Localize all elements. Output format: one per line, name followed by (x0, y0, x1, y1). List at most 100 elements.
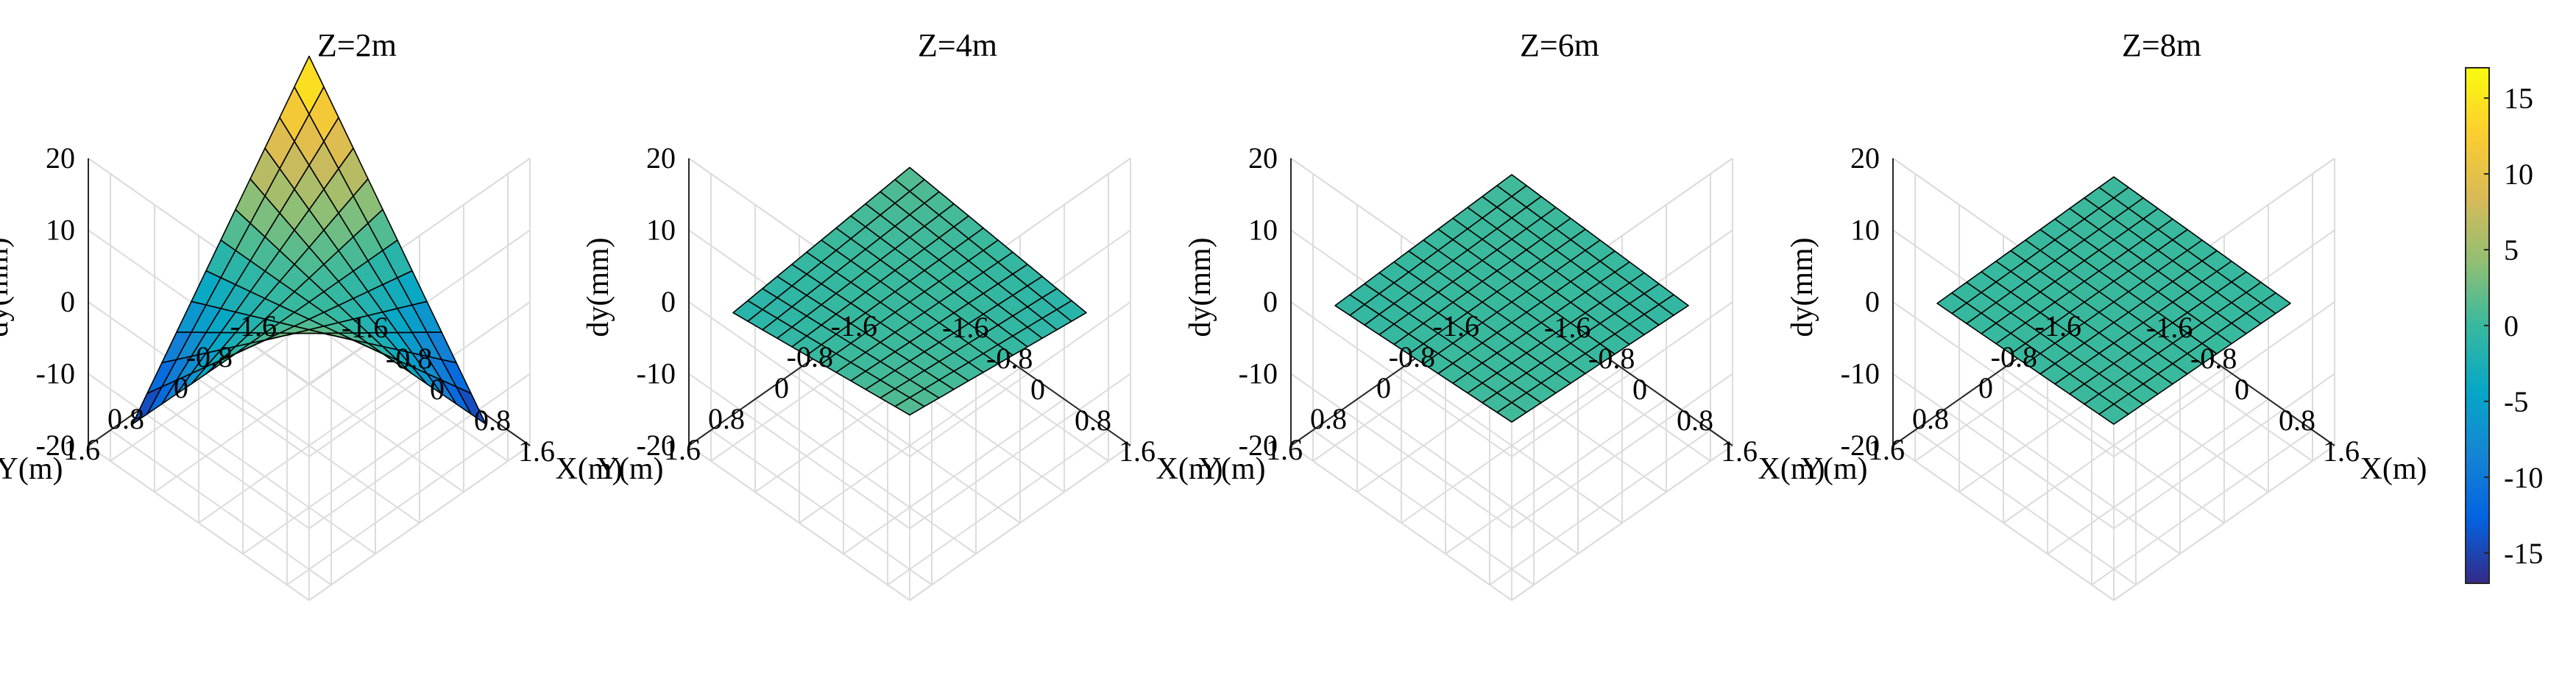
y-tick-label: 0.8 (1912, 402, 1949, 435)
x-tick-label: 0 (1030, 373, 1045, 406)
z-axis-label: dy(mm) (1183, 237, 1217, 337)
y-tick-label: -0.8 (787, 340, 833, 373)
x-tick-label: 1.6 (1721, 435, 1758, 468)
y-tick-label: -0.8 (1991, 340, 2037, 373)
tick-labels: -20-1001020-1.6-0.800.81.6-1.6-0.800.81.… (36, 141, 555, 468)
y-tick-label: -0.8 (1389, 340, 1435, 373)
z-axis-label: dy(mm) (581, 237, 615, 337)
z-axis-label: dy(mm) (0, 237, 15, 337)
y-tick-label: 0 (174, 371, 188, 404)
y-axis-label: Y(m) (0, 452, 63, 486)
tick-labels: -20-1001020-1.6-0.800.81.6-1.6-0.800.81.… (1239, 141, 1758, 468)
z-tick-label: 20 (646, 141, 676, 175)
x-tick-label: -1.6 (342, 311, 388, 344)
subplot-3: -20-1001020-1.6-0.800.81.6-1.6-0.800.81.… (1183, 27, 1825, 601)
subplot-panels: -20-1001020-1.6-0.800.81.6-1.6-0.800.81.… (0, 27, 2427, 601)
subplot-2: -20-1001020-1.6-0.800.81.6-1.6-0.800.81.… (581, 27, 1223, 601)
x-tick-label: 0.8 (474, 404, 511, 437)
subplot-1: -20-1001020-1.6-0.800.81.6-1.6-0.800.81.… (0, 27, 623, 601)
x-tick-label: 1.6 (518, 435, 555, 468)
colorbar-tick-label: 15 (2504, 82, 2533, 115)
chart-title: Z=2m (317, 27, 397, 63)
x-tick-label: -1.6 (2146, 311, 2193, 344)
x-tick-label: 0.8 (1677, 404, 1713, 437)
x-axis-label: X(m) (2360, 452, 2427, 486)
z-tick-label: 20 (1248, 141, 1278, 175)
colorbar-tick-label: -15 (2504, 537, 2543, 570)
z-tick-label: -10 (1239, 357, 1278, 390)
surface (132, 55, 486, 425)
z-tick-label: 0 (1263, 285, 1278, 318)
z-tick-label: 10 (646, 214, 676, 247)
z-tick-label: 10 (1248, 214, 1278, 247)
surface (732, 166, 1087, 416)
x-tick-label: -1.6 (1544, 311, 1590, 344)
surface-patch (894, 166, 925, 192)
z-tick-label: -10 (637, 357, 676, 390)
z-tick-label: 20 (46, 141, 75, 175)
surface (1936, 176, 2291, 425)
y-tick-label: 0.8 (708, 402, 745, 435)
x-tick-label: 1.6 (1119, 435, 1156, 468)
y-tick-label: 1.6 (63, 433, 100, 466)
y-tick-label: -1.6 (831, 309, 877, 342)
x-tick-label: 0 (430, 373, 445, 406)
z-tick-label: 10 (46, 214, 75, 247)
y-tick-label: 0 (1376, 371, 1391, 404)
chart-title: Z=8m (2122, 27, 2201, 63)
y-tick-label: 1.6 (664, 433, 701, 466)
y-tick-label: 0 (774, 371, 789, 404)
z-tick-label: -20 (637, 429, 676, 462)
x-tick-label: -0.8 (986, 342, 1033, 375)
y-tick-label: 0.8 (107, 402, 144, 435)
y-tick-label: -1.6 (2035, 309, 2081, 342)
subplot-4: -20-1001020-1.6-0.800.81.6-1.6-0.800.81.… (1786, 27, 2427, 601)
x-tick-label: 0 (1632, 373, 1647, 406)
z-tick-label: 20 (1850, 141, 1880, 175)
y-tick-label: -0.8 (186, 340, 233, 373)
y-tick-label: 0 (1978, 371, 1993, 404)
x-tick-label: -0.8 (1588, 342, 1635, 375)
x-tick-label: 0.8 (1075, 404, 1111, 437)
colorbar-tick-label: -5 (2504, 385, 2528, 418)
z-tick-label: 0 (1865, 285, 1880, 318)
colorbar-tick-label: 0 (2504, 309, 2519, 342)
x-tick-label: -0.8 (2190, 342, 2237, 375)
colorbar-tick-label: 5 (2504, 233, 2519, 267)
z-tick-label: -20 (36, 429, 75, 462)
tick-labels: -20-1001020-1.6-0.800.81.6-1.6-0.800.81.… (637, 141, 1156, 468)
x-tick-label: -1.6 (942, 311, 988, 344)
z-tick-label: -10 (1841, 357, 1880, 390)
surface-patch (294, 55, 325, 115)
x-tick-label: 0.8 (2279, 404, 2315, 437)
z-tick-label: 10 (1850, 214, 1880, 247)
x-axis-label: X(m) (1758, 452, 1825, 486)
colorbar: 15 10 5 0 -5 -10 -15 (2465, 67, 2543, 584)
chart-title: Z=6m (1520, 27, 1599, 63)
tick-labels: -20-1001020-1.6-0.800.81.6-1.6-0.800.81.… (1841, 141, 2360, 468)
y-tick-label: 1.6 (1266, 433, 1303, 466)
surface-patch (1496, 174, 1527, 197)
y-tick-label: 0.8 (1310, 402, 1347, 435)
y-axis-label: Y(m) (597, 452, 664, 486)
colorbar-tick-label: 10 (2504, 158, 2533, 191)
x-tick-label: 0 (2234, 373, 2249, 406)
z-tick-label: 0 (60, 285, 75, 318)
y-tick-label: -1.6 (230, 309, 277, 342)
surface-patch (2098, 176, 2129, 199)
y-axis-label: Y(m) (1801, 452, 1868, 486)
surface (1334, 174, 1689, 423)
colorbar-tick-label: -10 (2504, 461, 2543, 494)
y-axis-label: Y(m) (1199, 452, 1266, 486)
y-tick-label: -1.6 (1433, 309, 1479, 342)
z-tick-label: -20 (1841, 429, 1880, 462)
x-tick-label: -0.8 (386, 342, 432, 375)
z-tick-label: -10 (36, 357, 75, 390)
x-axis-label: X(m) (556, 452, 623, 486)
x-axis-label: X(m) (1156, 452, 1223, 486)
y-tick-label: 1.6 (1868, 433, 1905, 466)
chart-title: Z=4m (918, 27, 997, 63)
x-tick-label: 1.6 (2323, 435, 2360, 468)
z-axis-label: dy(mm) (1786, 237, 1819, 337)
